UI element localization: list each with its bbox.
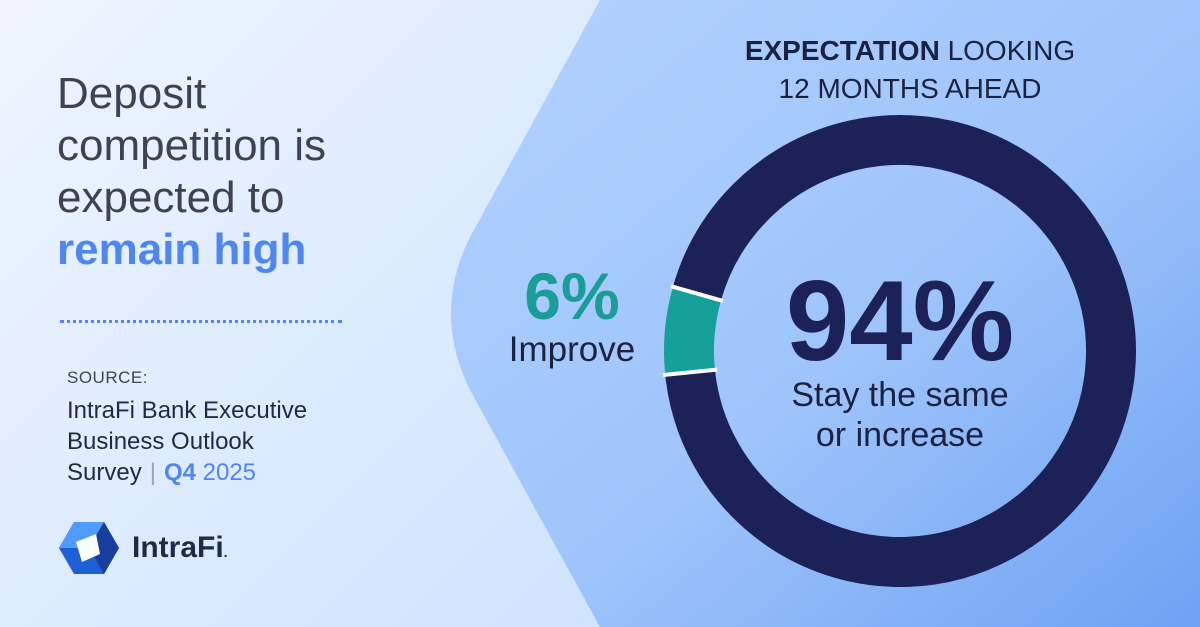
source-year: 2025 <box>202 459 257 486</box>
dotted-divider <box>60 320 342 323</box>
intrafi-logo: IntraFi. <box>58 520 228 576</box>
separator: | <box>149 459 156 486</box>
source-line-3: Survey <box>67 459 142 486</box>
intrafi-logo-icon <box>59 522 119 574</box>
stay-same-label-line-1: Stay the same <box>791 376 1009 414</box>
stay-same-label-line-2: or increase <box>815 416 985 454</box>
improve-percentage: 6% <box>524 259 620 333</box>
source-label: SOURCE: <box>67 368 148 387</box>
headline: Deposit competition is expected to remai… <box>57 68 417 276</box>
source-line-1: IntraFi Bank Executive <box>67 397 308 424</box>
chart-title-bold: EXPECTATION <box>744 35 940 66</box>
source-quarter: Q4 <box>163 459 196 486</box>
chart-title-rest: LOOKING <box>947 35 1076 66</box>
donut-slice-stay-same <box>665 115 1136 587</box>
chart-title: EXPECTATION LOOKING 12 MONTHS AHEAD <box>640 32 1180 108</box>
source-text: IntraFi Bank Executive Business Outlook … <box>67 395 367 488</box>
logo-trademark: . <box>223 544 228 560</box>
logo-wordmark: IntraFi <box>132 531 224 564</box>
headline-accent: remain high <box>57 225 307 274</box>
donut-slice-divider-1 <box>663 367 718 378</box>
donut-slice-improve <box>664 286 722 375</box>
intrafi-logo-text: IntraFi. <box>132 531 228 565</box>
headline-line-3: expected to <box>57 173 285 222</box>
headline-line-2: competition is <box>57 121 327 170</box>
source-line-2: Business Outlook <box>67 428 254 455</box>
improve-label: Improve <box>508 330 636 369</box>
headline-line-1: Deposit <box>57 69 207 118</box>
chart-title-line-2: 12 MONTHS AHEAD <box>778 73 1042 104</box>
stay-same-percentage: 94% <box>785 258 1015 385</box>
donut-slice-divider-2 <box>670 284 724 303</box>
stay-same-label: Stay the same or increase <box>760 375 1040 455</box>
